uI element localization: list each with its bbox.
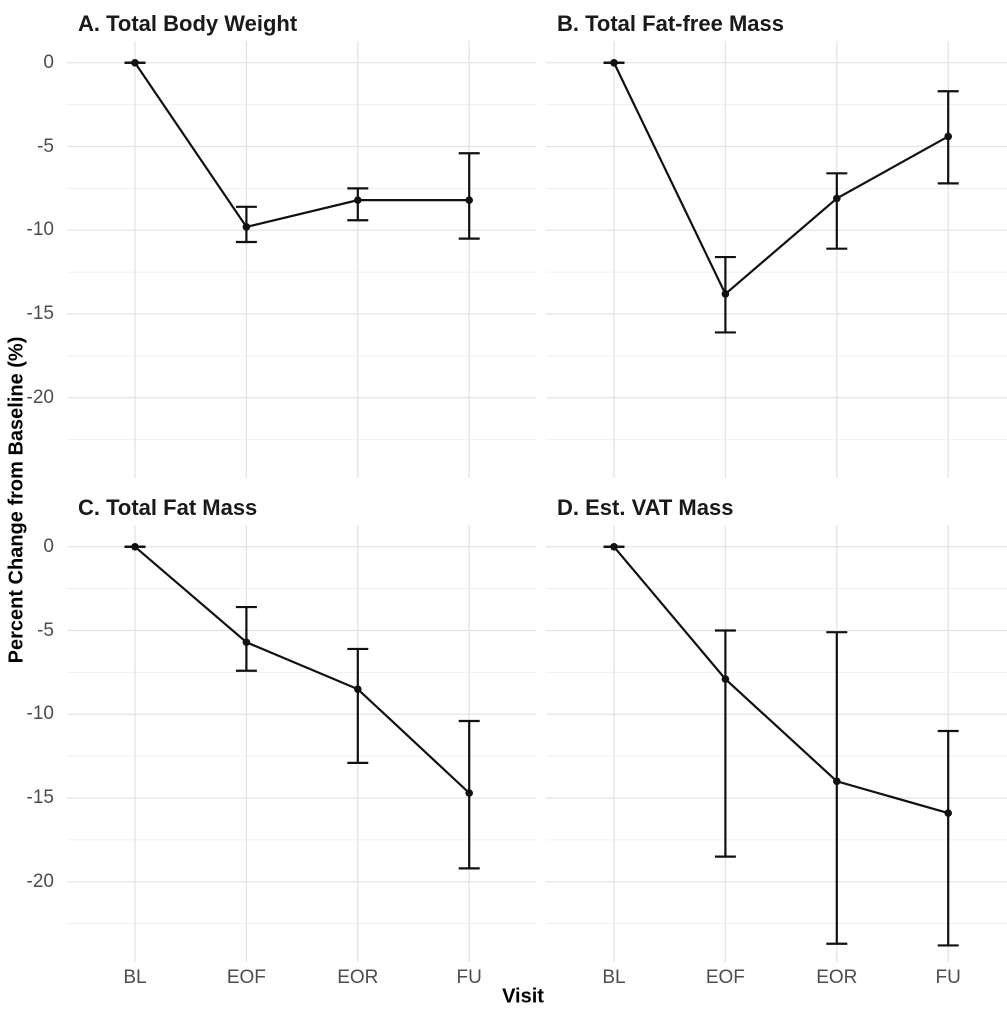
y-tick-label: -10 (26, 219, 54, 241)
data-point (465, 789, 474, 797)
x-axis-title: Visit (502, 985, 544, 1008)
y-tick-label: -20 (26, 386, 54, 408)
x-tick-label: EOF (226, 967, 266, 988)
y-tick-label: -15 (26, 303, 54, 325)
data-point (131, 58, 139, 67)
data-point (833, 777, 841, 786)
x-tick-label: EOF (705, 967, 745, 988)
series-line (613, 546, 949, 815)
data-point (610, 542, 618, 551)
x-tick-label: BL (123, 967, 147, 988)
data-point (721, 290, 730, 298)
data-point (833, 194, 841, 203)
x-tick-label: BL (602, 967, 626, 988)
data-point (354, 196, 362, 204)
series-line (134, 545, 470, 794)
data-point (354, 685, 362, 693)
panel-a-chart (67, 41, 536, 478)
data-point (610, 58, 618, 67)
y-tick-label: -5 (37, 135, 54, 157)
series-line (134, 62, 470, 229)
panel-b-title: B. Total Fat-free Mass (557, 11, 784, 36)
y-tick-label: -10 (26, 703, 54, 725)
data-point (131, 542, 139, 551)
y-tick-label: -5 (37, 619, 54, 641)
y-tick-label: -15 (26, 787, 54, 809)
x-tick-label: FU (935, 967, 961, 988)
data-point (944, 132, 952, 141)
panel-d-chart (546, 525, 1007, 962)
panel-b-chart (546, 41, 1007, 478)
x-tick-label: EOR (816, 967, 858, 988)
panel-c-title: C. Total Fat Mass (78, 495, 258, 520)
panel-a-title: A. Total Body Weight (78, 11, 298, 36)
y-tick-label: -20 (26, 870, 54, 892)
data-point (242, 638, 251, 647)
data-point (944, 809, 952, 817)
data-point (242, 223, 251, 231)
data-point (465, 196, 474, 204)
series-line (613, 62, 949, 296)
data-point (721, 675, 730, 683)
x-tick-label: FU (456, 967, 482, 988)
y-tick-label: 0 (43, 535, 54, 557)
panel-d-title: D. Est. VAT Mass (557, 495, 734, 520)
y-tick-label: 0 (43, 51, 54, 73)
panel-c-chart (67, 525, 536, 962)
y-axis-title: Percent Change from Baseline (%) (5, 336, 28, 664)
x-tick-label: EOR (337, 967, 379, 988)
